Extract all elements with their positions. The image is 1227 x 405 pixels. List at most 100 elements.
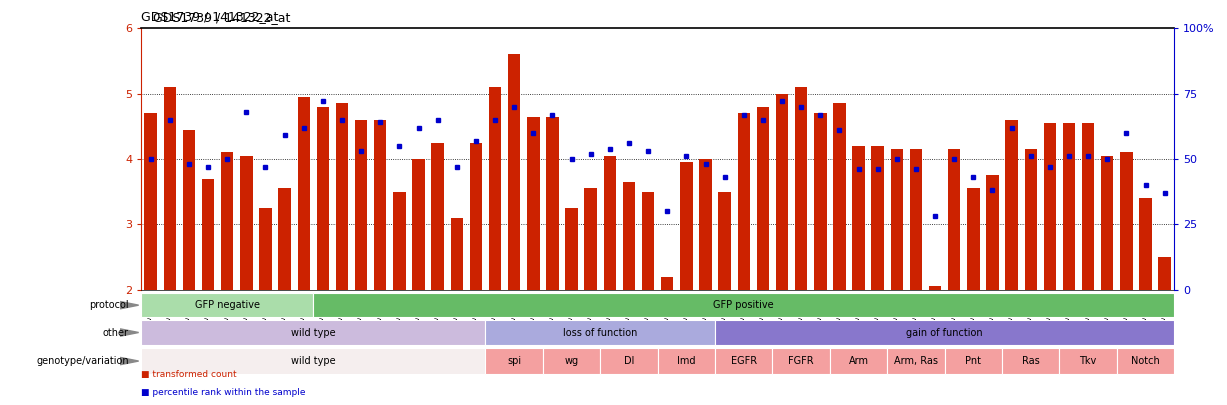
Text: FGFR: FGFR xyxy=(789,356,814,366)
Polygon shape xyxy=(120,329,139,336)
Text: gain of function: gain of function xyxy=(907,328,983,337)
Bar xyxy=(313,293,1174,318)
Bar xyxy=(145,113,157,290)
Bar xyxy=(259,208,271,290)
Polygon shape xyxy=(120,301,139,309)
Text: Dl: Dl xyxy=(623,356,634,366)
Bar xyxy=(775,94,788,290)
Bar xyxy=(1044,123,1056,290)
Bar xyxy=(757,107,769,290)
Text: GFP positive: GFP positive xyxy=(713,300,774,310)
Text: loss of function: loss of function xyxy=(563,328,638,337)
Bar xyxy=(355,120,367,290)
Bar xyxy=(967,188,979,290)
Bar xyxy=(141,293,313,318)
Text: genotype/variation: genotype/variation xyxy=(37,356,129,366)
Text: GDS1739 / 141322_at: GDS1739 / 141322_at xyxy=(141,10,279,23)
Bar xyxy=(909,149,923,290)
Bar xyxy=(737,113,750,290)
Bar xyxy=(1025,149,1037,290)
Bar xyxy=(1059,348,1117,374)
Text: GFP negative: GFP negative xyxy=(195,300,260,310)
Bar xyxy=(833,103,845,290)
Bar xyxy=(221,152,233,290)
Bar xyxy=(642,192,654,290)
Bar xyxy=(680,162,692,290)
Text: Imd: Imd xyxy=(677,356,696,366)
Bar xyxy=(486,348,542,374)
Bar xyxy=(141,320,486,345)
Bar xyxy=(528,117,540,290)
Bar xyxy=(163,87,175,290)
Text: Pnt: Pnt xyxy=(966,356,982,366)
Text: protocol: protocol xyxy=(90,300,129,310)
Bar xyxy=(202,179,215,290)
Bar xyxy=(829,348,887,374)
Text: Notch: Notch xyxy=(1131,356,1160,366)
Bar xyxy=(1117,348,1174,374)
Bar xyxy=(929,286,941,290)
Polygon shape xyxy=(120,358,139,365)
Bar xyxy=(1120,152,1133,290)
Bar xyxy=(987,175,999,290)
Bar xyxy=(374,120,387,290)
Text: GDS1739 / 141322_at: GDS1739 / 141322_at xyxy=(153,11,291,24)
Text: ■ percentile rank within the sample: ■ percentile rank within the sample xyxy=(141,388,306,397)
Text: other: other xyxy=(103,328,129,337)
Bar xyxy=(604,156,616,290)
Bar xyxy=(470,143,482,290)
Text: wild type: wild type xyxy=(291,328,336,337)
Bar xyxy=(773,348,829,374)
Bar xyxy=(317,107,329,290)
Bar xyxy=(1002,348,1059,374)
Bar xyxy=(584,188,596,290)
Bar xyxy=(546,117,558,290)
Bar xyxy=(871,146,883,290)
Bar xyxy=(658,348,715,374)
Bar xyxy=(1158,257,1171,290)
Bar xyxy=(486,320,715,345)
Text: spi: spi xyxy=(507,356,521,366)
Bar xyxy=(432,143,444,290)
Bar xyxy=(297,97,310,290)
Bar xyxy=(1082,123,1094,290)
Bar xyxy=(699,159,712,290)
Bar xyxy=(183,130,195,290)
Bar xyxy=(719,192,731,290)
Bar xyxy=(948,149,961,290)
Bar xyxy=(1140,198,1152,290)
Text: Arm: Arm xyxy=(849,356,869,366)
Text: Arm, Ras: Arm, Ras xyxy=(894,356,937,366)
Text: EGFR: EGFR xyxy=(731,356,757,366)
Text: ■ transformed count: ■ transformed count xyxy=(141,370,237,379)
Bar xyxy=(600,348,658,374)
Bar xyxy=(795,87,807,290)
Bar xyxy=(508,55,520,290)
Bar xyxy=(1005,120,1018,290)
Bar xyxy=(542,348,600,374)
Bar xyxy=(336,103,348,290)
Bar xyxy=(141,348,486,374)
Text: Ras: Ras xyxy=(1022,356,1039,366)
Bar xyxy=(566,208,578,290)
Bar xyxy=(715,348,773,374)
Bar xyxy=(393,192,406,290)
Text: Tkv: Tkv xyxy=(1080,356,1097,366)
Bar xyxy=(853,146,865,290)
Bar xyxy=(715,320,1174,345)
Bar xyxy=(450,218,463,290)
Text: wild type: wild type xyxy=(291,356,336,366)
Text: wg: wg xyxy=(564,356,579,366)
Bar xyxy=(814,113,827,290)
Bar xyxy=(887,348,945,374)
Bar xyxy=(240,156,253,290)
Bar xyxy=(412,159,425,290)
Bar xyxy=(891,149,903,290)
Bar xyxy=(279,188,291,290)
Bar xyxy=(488,87,502,290)
Bar xyxy=(623,182,636,290)
Bar xyxy=(945,348,1002,374)
Bar xyxy=(1063,123,1075,290)
Bar xyxy=(1101,156,1113,290)
Bar xyxy=(661,277,674,290)
